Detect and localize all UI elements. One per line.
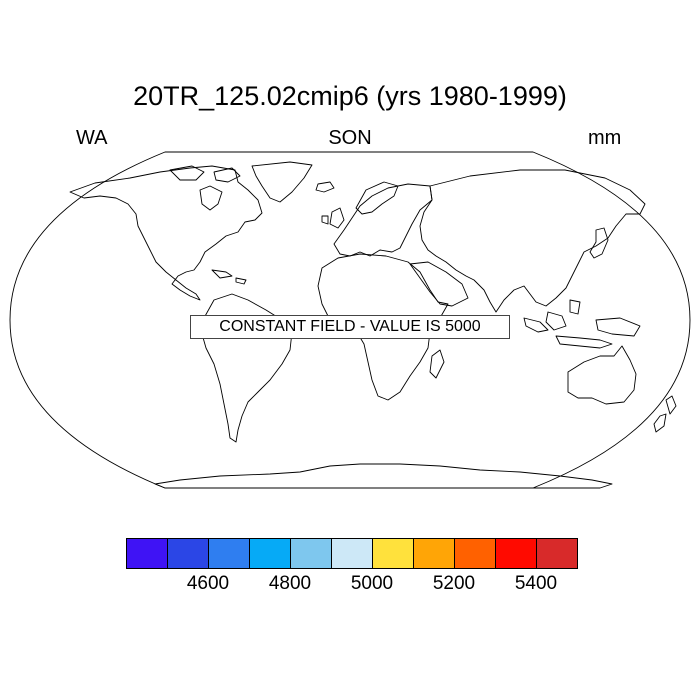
iceland-outline	[315, 181, 335, 193]
new-zealand-outline	[653, 395, 677, 433]
australia-outline	[567, 345, 637, 405]
colorbar-swatch	[537, 539, 577, 568]
caribbean-outline	[211, 269, 247, 285]
colorbar-swatch	[127, 539, 168, 568]
british-isles-outline	[321, 207, 345, 229]
plot-title: 20TR_125.02cmip6 (yrs 1980-1999)	[133, 81, 567, 111]
colorbar-tick-label: 4800	[268, 573, 312, 594]
greenland-outline	[251, 161, 313, 203]
asia-outline	[419, 169, 646, 313]
colorbar-swatch	[168, 539, 209, 568]
north-america-outline	[69, 165, 263, 301]
colorbar-tick-label: 5200	[432, 573, 476, 594]
colorbar-swatch	[496, 539, 537, 568]
colorbar-swatch	[414, 539, 455, 568]
colorbar-tick-label: 5000	[350, 573, 394, 594]
antarctica-outline	[154, 463, 613, 489]
colorbar	[126, 538, 578, 569]
colorbar-tick-label: 4600	[186, 573, 230, 594]
arctic-islands-outline	[169, 165, 241, 183]
season-label: SON	[328, 127, 372, 149]
colorbar-swatch	[209, 539, 250, 568]
constant-field-notice: CONSTANT FIELD - VALUE IS 5000	[190, 315, 510, 339]
japan-outline	[589, 227, 609, 259]
scandinavia-outline	[355, 181, 399, 215]
colorbar-swatch	[332, 539, 373, 568]
variable-label: WA	[76, 127, 108, 149]
arabia-outline	[409, 261, 469, 307]
colorbar-swatch	[291, 539, 332, 568]
colorbar-tick-label: 5400	[514, 573, 558, 594]
europe-outline	[333, 183, 433, 257]
maritime-se-asia-outline	[523, 299, 641, 349]
colorbar-swatch	[250, 539, 291, 568]
madagascar-outline	[429, 349, 445, 379]
hudson-bay-outline	[199, 185, 223, 211]
colorbar-swatch	[455, 539, 496, 568]
units-label: mm	[588, 127, 622, 149]
colorbar-swatch	[373, 539, 414, 568]
